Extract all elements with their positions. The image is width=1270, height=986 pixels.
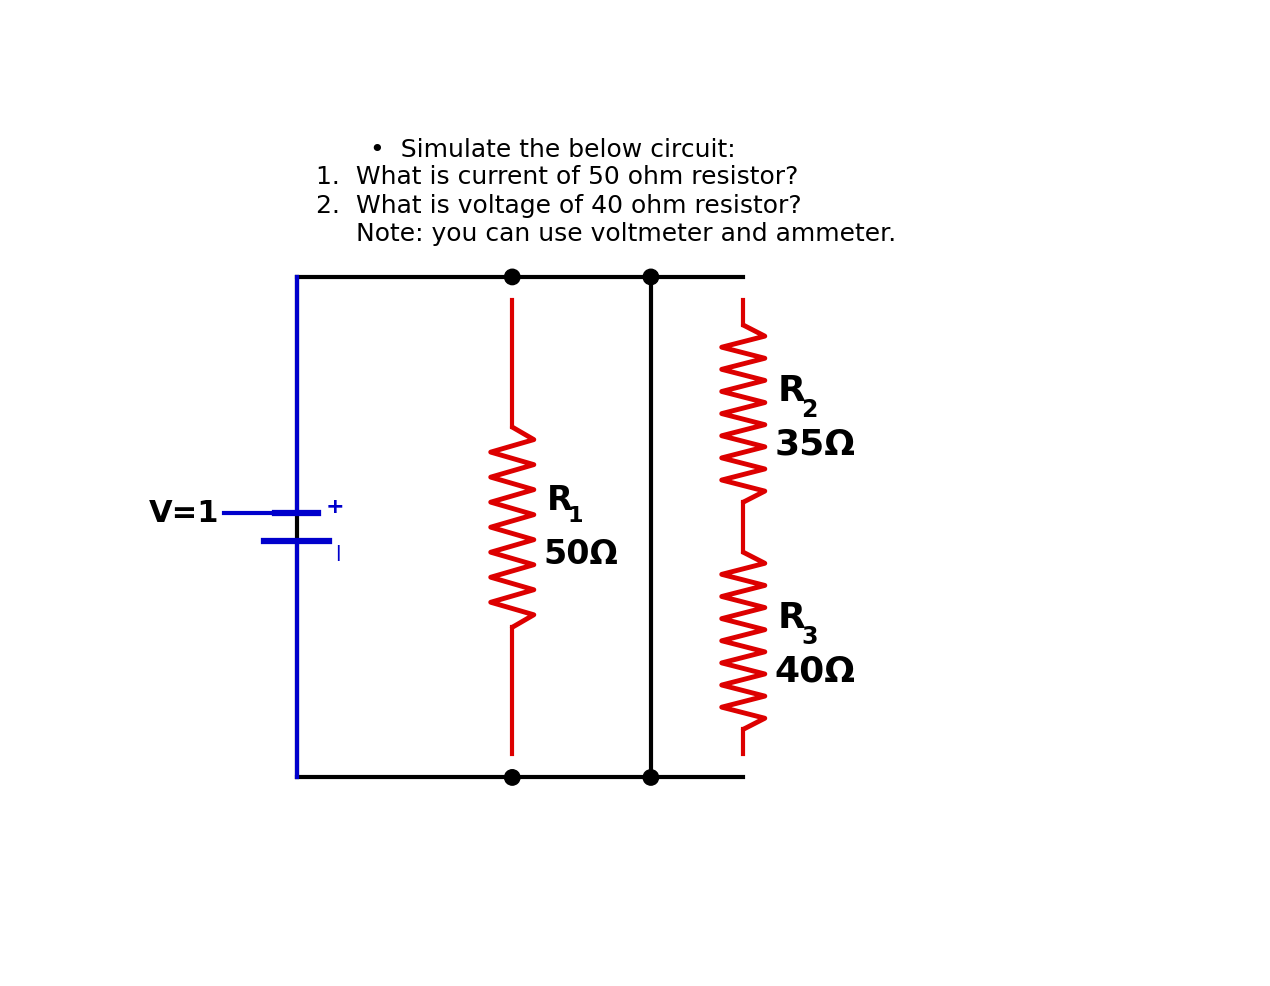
- Circle shape: [504, 770, 519, 785]
- Text: 2: 2: [801, 398, 818, 422]
- Text: |: |: [335, 545, 340, 561]
- Circle shape: [643, 770, 659, 785]
- Text: 3: 3: [801, 625, 818, 650]
- Text: R: R: [547, 484, 573, 517]
- Text: •  Simulate the below circuit:: • Simulate the below circuit:: [370, 138, 735, 163]
- Circle shape: [643, 269, 659, 285]
- Text: +: +: [326, 497, 344, 518]
- Text: 2.  What is voltage of 40 ohm resistor?: 2. What is voltage of 40 ohm resistor?: [316, 194, 801, 218]
- Circle shape: [504, 269, 519, 285]
- Text: 1: 1: [568, 506, 583, 526]
- Text: 35Ω: 35Ω: [775, 427, 855, 461]
- Text: V=1: V=1: [149, 499, 220, 528]
- Text: 50Ω: 50Ω: [544, 537, 617, 571]
- Text: R: R: [779, 374, 805, 407]
- Text: 1.  What is current of 50 ohm resistor?: 1. What is current of 50 ohm resistor?: [316, 166, 799, 189]
- Text: 40Ω: 40Ω: [775, 655, 855, 688]
- Text: Note: you can use voltmeter and ammeter.: Note: you can use voltmeter and ammeter.: [316, 222, 897, 246]
- Text: R: R: [779, 600, 805, 635]
